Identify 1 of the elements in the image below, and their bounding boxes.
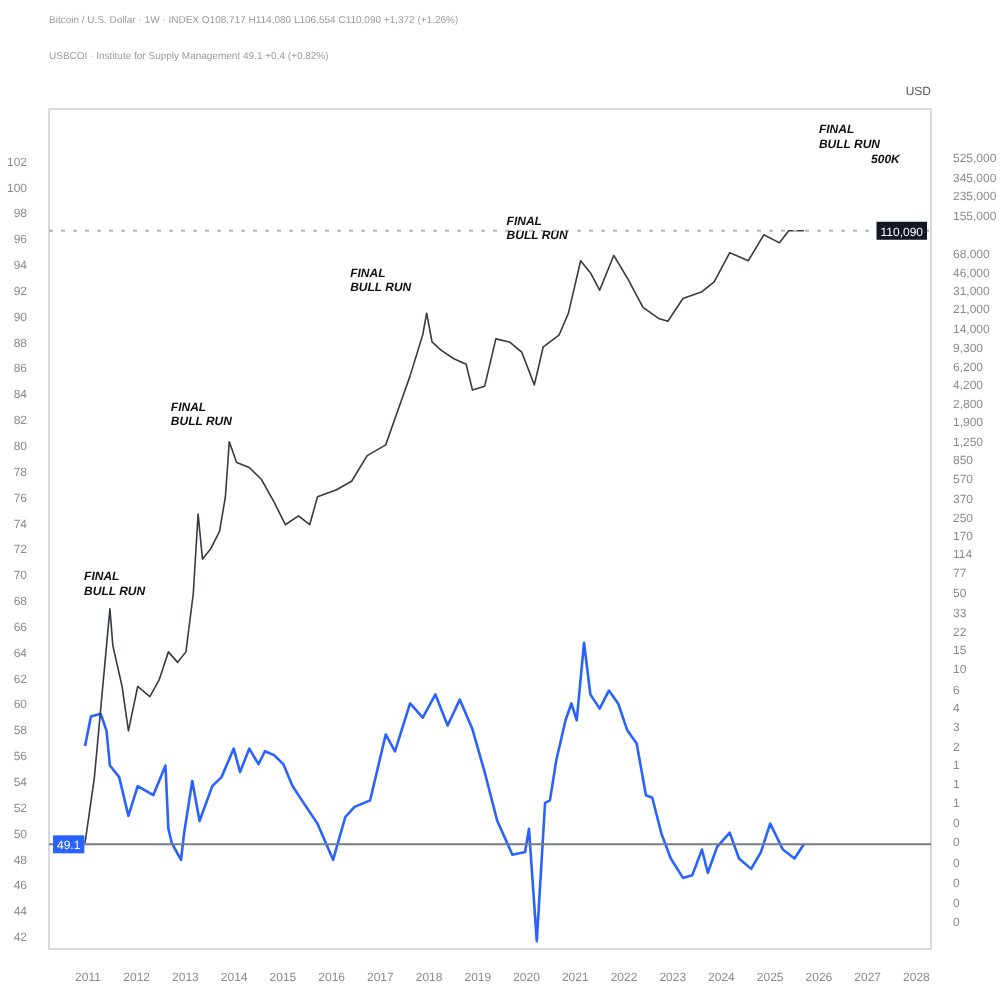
line-series [83,641,806,943]
